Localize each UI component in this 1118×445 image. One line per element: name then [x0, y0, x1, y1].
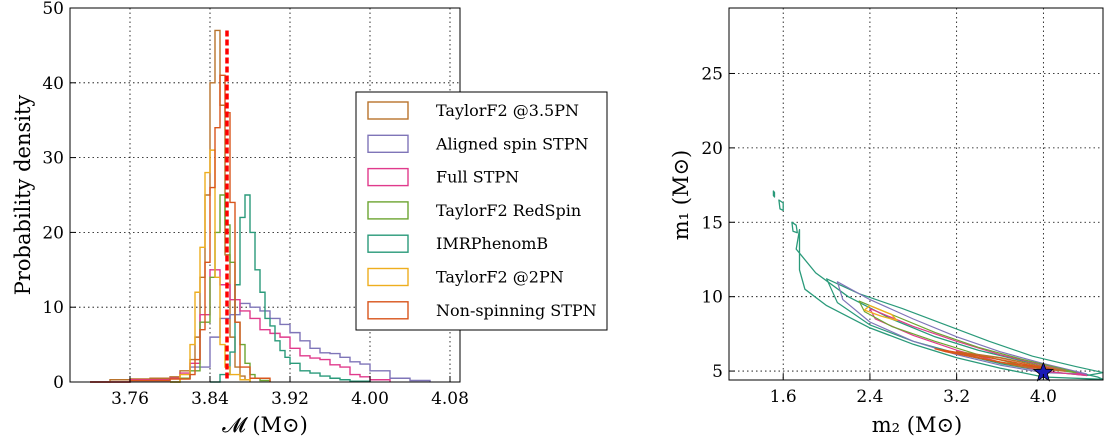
left-x-tick-label: 4.08 — [431, 389, 469, 409]
legend-swatch — [367, 134, 409, 154]
contour-2pn — [863, 304, 898, 322]
right-x-axis-label: m₂ (M⊙) — [872, 413, 963, 437]
histogram-series-5 — [170, 149, 251, 383]
legend-swatch — [367, 234, 409, 253]
legend-swatch — [367, 301, 409, 320]
contour-imrphenomb-inner — [826, 278, 1104, 377]
legend-label: TaylorF2 RedSpin — [436, 201, 581, 220]
legend-label: IMRPhenomB — [436, 234, 548, 253]
right-contours — [772, 190, 1104, 380]
contour-island-1 — [778, 199, 784, 212]
contour-full-stpn — [869, 308, 1088, 377]
legend-label: Aligned spin STPN — [435, 134, 589, 153]
contour-imrphenomb-outer — [795, 229, 1104, 380]
right-y-tick-label: 25 — [701, 64, 723, 84]
left-histogram-panel: 3.76 3.84 3.92 4.00 4.08 0 10 20 30 40 50 𝓜 (M⊙) P… — [11, 0, 608, 437]
histogram-series-4 — [210, 194, 371, 383]
left-ticks: 3.76 3.84 3.92 4.00 4.08 0 10 20 30 40 50 — [42, 0, 469, 409]
legend-label: Full STPN — [436, 168, 519, 187]
left-x-tick-label: 3.92 — [271, 389, 309, 409]
legend-swatch — [367, 101, 409, 120]
right-x-tick-label: 4.0 — [1030, 387, 1057, 407]
histogram-series-1 — [90, 302, 431, 383]
legend-swatch — [367, 167, 409, 187]
legend-swatch — [367, 201, 409, 220]
right-contour-panel: 1.6 2.4 3.2 4.0 5 10 15 20 25 m₂ (M⊙) m₁ (M⊙) — [669, 7, 1104, 437]
legend-label: TaylorF2 @2PN — [436, 268, 564, 287]
right-ticks: 1.6 2.4 3.2 4.0 5 10 15 20 25 — [701, 64, 1057, 407]
right-x-tick-label: 3.2 — [943, 387, 970, 407]
legend-label: Non-spinning STPN — [436, 301, 597, 320]
left-x-tick-label: 3.84 — [191, 389, 229, 409]
histogram-series-6 — [90, 74, 271, 383]
left-y-tick-label: 10 — [42, 298, 64, 318]
left-y-tick-label: 20 — [42, 223, 64, 243]
right-y-tick-label: 5 — [712, 362, 723, 382]
right-plot-border — [728, 7, 1104, 381]
left-x-tick-label: 4.00 — [351, 389, 389, 409]
contour-island-2 — [791, 221, 798, 234]
right-y-tick-label: 15 — [701, 213, 723, 233]
left-y-axis-label: Probability density — [11, 95, 35, 296]
left-y-tick-label: 0 — [53, 373, 64, 393]
right-x-tick-label: 1.6 — [770, 387, 797, 407]
left-y-tick-label: 40 — [42, 74, 64, 94]
left-series-group — [90, 29, 431, 383]
legend-label: TaylorF2 @3.5PN — [436, 101, 579, 120]
right-y-tick-label: 20 — [701, 139, 723, 159]
contour-nonspinning — [934, 348, 1055, 371]
histogram-series-3 — [170, 194, 271, 383]
right-x-tick-label: 2.4 — [856, 387, 883, 407]
contour-island-3 — [772, 190, 776, 198]
right-y-tick-label: 10 — [701, 288, 723, 308]
left-x-tick-label: 3.76 — [111, 389, 149, 409]
right-y-axis-label: m₁ (M⊙) — [669, 150, 693, 241]
legend-box — [355, 91, 608, 331]
contour-redspin — [858, 300, 1077, 374]
left-x-axis-label: 𝓜 (M⊙) — [222, 413, 308, 437]
left-y-tick-label: 30 — [42, 149, 64, 169]
legend-items: TaylorF2 @3.5PN Aligned spin STPN Full STP… — [367, 101, 597, 320]
legend-swatch — [367, 267, 409, 287]
left-y-tick-label: 50 — [42, 0, 64, 19]
legend: TaylorF2 @3.5PN Aligned spin STPN Full STP… — [355, 91, 608, 331]
